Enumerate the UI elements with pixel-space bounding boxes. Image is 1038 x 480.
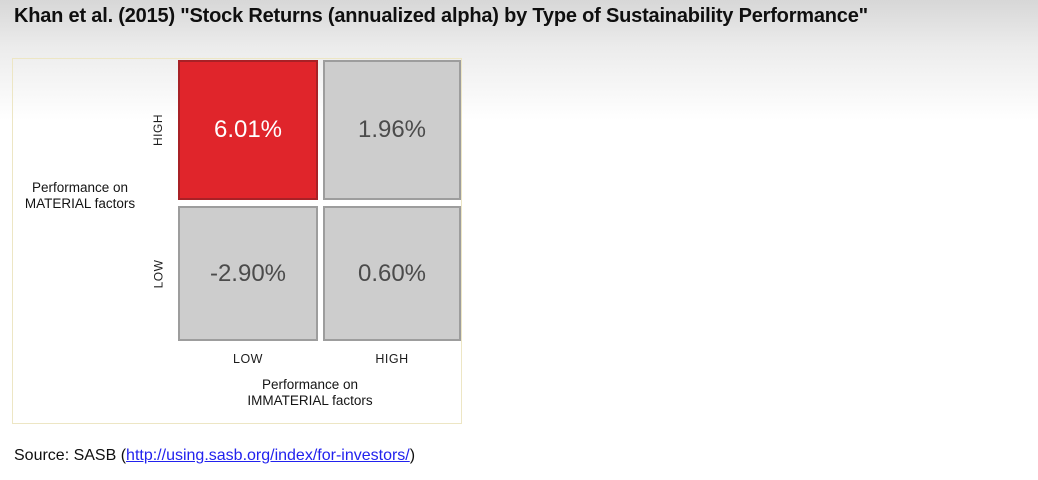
- y-axis-label-line2: MATERIAL factors: [24, 195, 136, 211]
- y-axis-label-line1: Performance on: [31, 180, 129, 195]
- y-tick-high-label: HIGH: [151, 114, 165, 146]
- chart-panel: [12, 58, 462, 424]
- y-axis-label: Performance on MATERIAL factors: [14, 180, 146, 212]
- x-axis-label: Performance on IMMATERIAL factors: [160, 377, 460, 409]
- y-tick-low: LOW: [140, 206, 176, 341]
- source-line: Source: SASB (http://using.sasb.org/inde…: [14, 447, 415, 465]
- slide-title: Khan et al. (2015) "Stock Returns (annua…: [14, 5, 868, 27]
- y-tick-high: HIGH: [140, 60, 176, 200]
- source-suffix: ): [409, 447, 416, 464]
- source-link[interactable]: http://using.sasb.org/index/for-investor…: [126, 447, 410, 464]
- cell-low-material-low-immaterial: -2.90%: [178, 206, 318, 341]
- cell-low-material-high-immaterial: 0.60%: [323, 206, 461, 341]
- x-tick-high: HIGH: [375, 352, 409, 366]
- source-prefix: Source: SASB (: [14, 447, 127, 464]
- x-axis-label-line2: IMMATERIAL factors: [247, 392, 373, 408]
- y-tick-low-label: LOW: [151, 259, 165, 288]
- x-axis-label-line1: Performance on: [261, 377, 359, 392]
- cell-high-material-high-immaterial: 1.96%: [323, 60, 461, 200]
- x-tick-low: LOW: [233, 352, 263, 366]
- cell-high-material-low-immaterial: 6.01%: [178, 60, 318, 200]
